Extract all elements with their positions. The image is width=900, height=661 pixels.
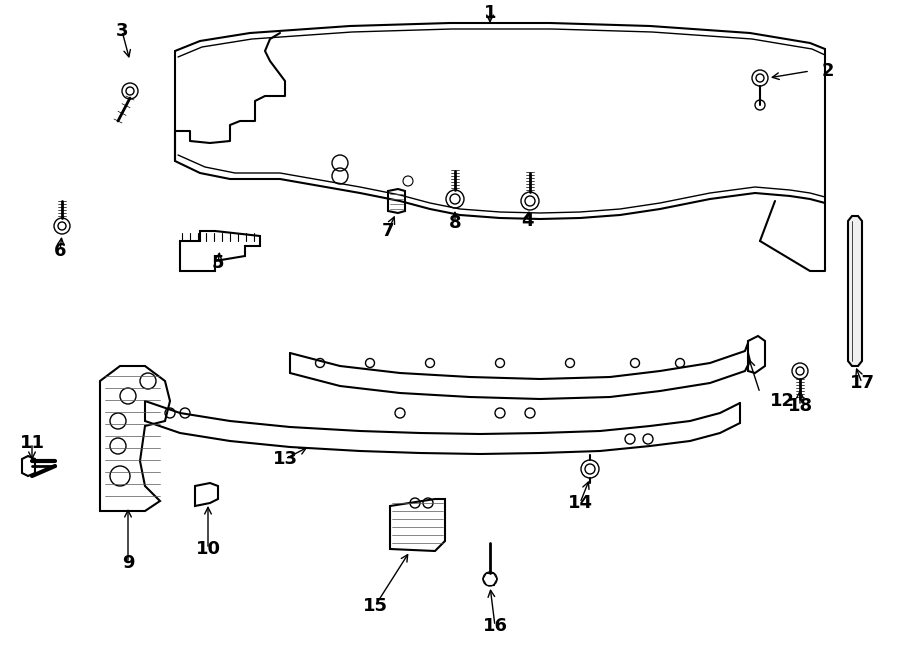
Text: 10: 10 [195, 540, 220, 558]
Polygon shape [848, 216, 862, 366]
Text: 1: 1 [484, 4, 496, 22]
Text: 12: 12 [770, 392, 795, 410]
Text: 13: 13 [273, 450, 298, 468]
Text: 6: 6 [54, 242, 67, 260]
Text: 16: 16 [482, 617, 508, 635]
Text: 4: 4 [521, 212, 533, 230]
Polygon shape [22, 456, 35, 476]
Text: 8: 8 [449, 214, 462, 232]
Text: 7: 7 [382, 222, 394, 240]
Text: 11: 11 [20, 434, 44, 452]
Text: 3: 3 [116, 22, 128, 40]
Text: 15: 15 [363, 597, 388, 615]
Text: 14: 14 [568, 494, 592, 512]
Text: 17: 17 [850, 374, 875, 392]
Text: 9: 9 [122, 554, 134, 572]
Text: 18: 18 [788, 397, 813, 415]
Text: 5: 5 [212, 254, 224, 272]
Text: 2: 2 [822, 62, 834, 80]
